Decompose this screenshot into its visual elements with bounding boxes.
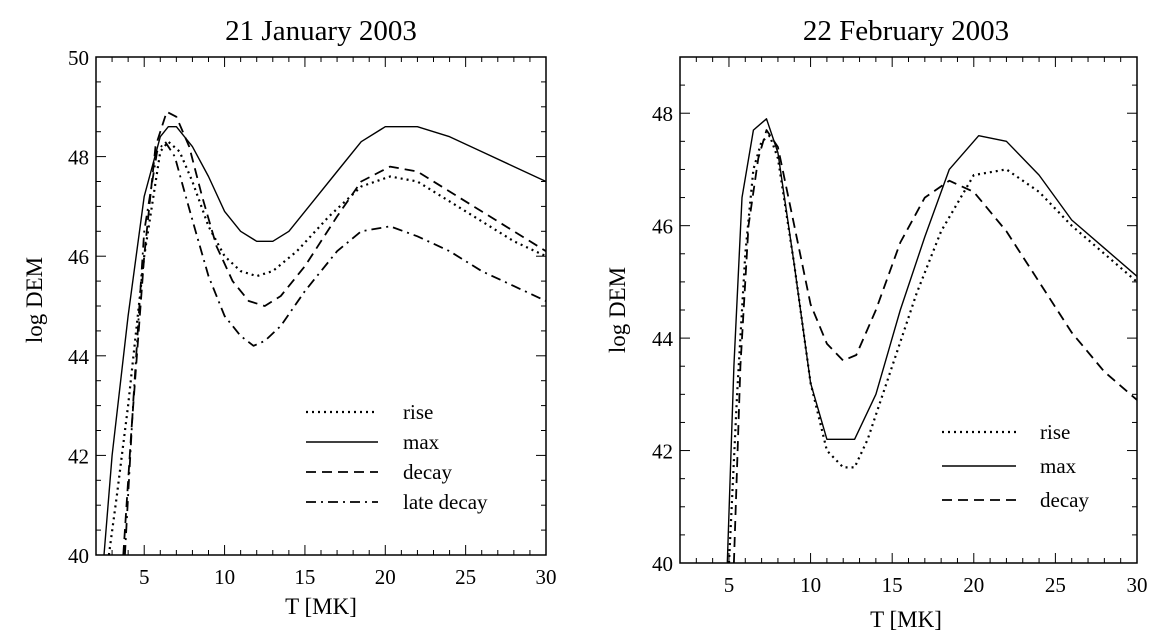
legend: rise max decay — [942, 420, 1089, 512]
x-axis-label: T [MK] — [870, 607, 942, 632]
series-line-max — [726, 118, 1137, 563]
x-tick-label: 15 — [294, 565, 315, 589]
legend-label: decay — [403, 460, 452, 484]
y-tick-label: 44 — [68, 345, 90, 369]
x-tick-label: 30 — [536, 565, 557, 589]
series-line-max — [103, 125, 546, 555]
axis-ticks: 5 10 15 20 25 30 40 42 44 46 48 — [652, 56, 1148, 597]
y-tick-label: 48 — [652, 102, 673, 126]
y-tick-label: 42 — [68, 444, 89, 468]
series-line-decay — [122, 110, 546, 555]
x-tick-label: 15 — [882, 573, 903, 597]
y-tick-label: 48 — [68, 146, 89, 170]
series-line-rise — [727, 134, 1137, 563]
chart-title: 21 January 2003 — [225, 15, 417, 47]
y-tick-label: 46 — [68, 245, 89, 269]
y-axis-label: log DEM — [22, 257, 47, 343]
x-tick-label: 20 — [963, 573, 984, 597]
x-tick-label: 20 — [375, 565, 396, 589]
x-tick-label: 5 — [139, 565, 150, 589]
y-tick-label: 42 — [652, 440, 673, 464]
axis-ticks: 5 10 15 20 25 30 40 42 44 46 48 50 — [68, 46, 557, 589]
legend-label: late decay — [403, 490, 488, 514]
y-tick-label: 44 — [652, 327, 674, 351]
y-tick-label: 40 — [68, 544, 89, 568]
y-tick-label: 40 — [652, 552, 673, 576]
y-axis-label: log DEM — [605, 267, 630, 353]
x-tick-label: 30 — [1127, 573, 1148, 597]
series-lines — [726, 118, 1137, 563]
chart-panel-january: 21 January 2003 5 10 15 20 25 30404244464850 … — [22, 15, 557, 619]
legend-label: max — [403, 430, 440, 454]
series-line-late-decay — [124, 140, 546, 555]
x-tick-label: 10 — [800, 573, 821, 597]
series-line-decay — [733, 129, 1137, 563]
y-tick-label: 50 — [68, 46, 89, 70]
legend-label: decay — [1040, 488, 1089, 512]
legend-label: rise — [1040, 420, 1070, 444]
series-lines — [103, 110, 546, 555]
y-tick-label: 46 — [652, 215, 673, 239]
legend: rise max decay late decay — [306, 400, 488, 514]
x-tick-label: 25 — [1045, 573, 1066, 597]
x-tick-label: 5 — [724, 573, 735, 597]
x-tick-label: 25 — [455, 565, 476, 589]
chart-title: 22 February 2003 — [803, 15, 1009, 47]
x-axis-label: T [MK] — [285, 594, 357, 619]
legend-label: max — [1040, 454, 1077, 478]
x-tick-label: 10 — [214, 565, 235, 589]
legend-label: rise — [403, 400, 433, 424]
chart-panel-february: 22 February 2003 5 10 15 20 25 30 40 42 44 46 48 r… — [605, 15, 1148, 632]
